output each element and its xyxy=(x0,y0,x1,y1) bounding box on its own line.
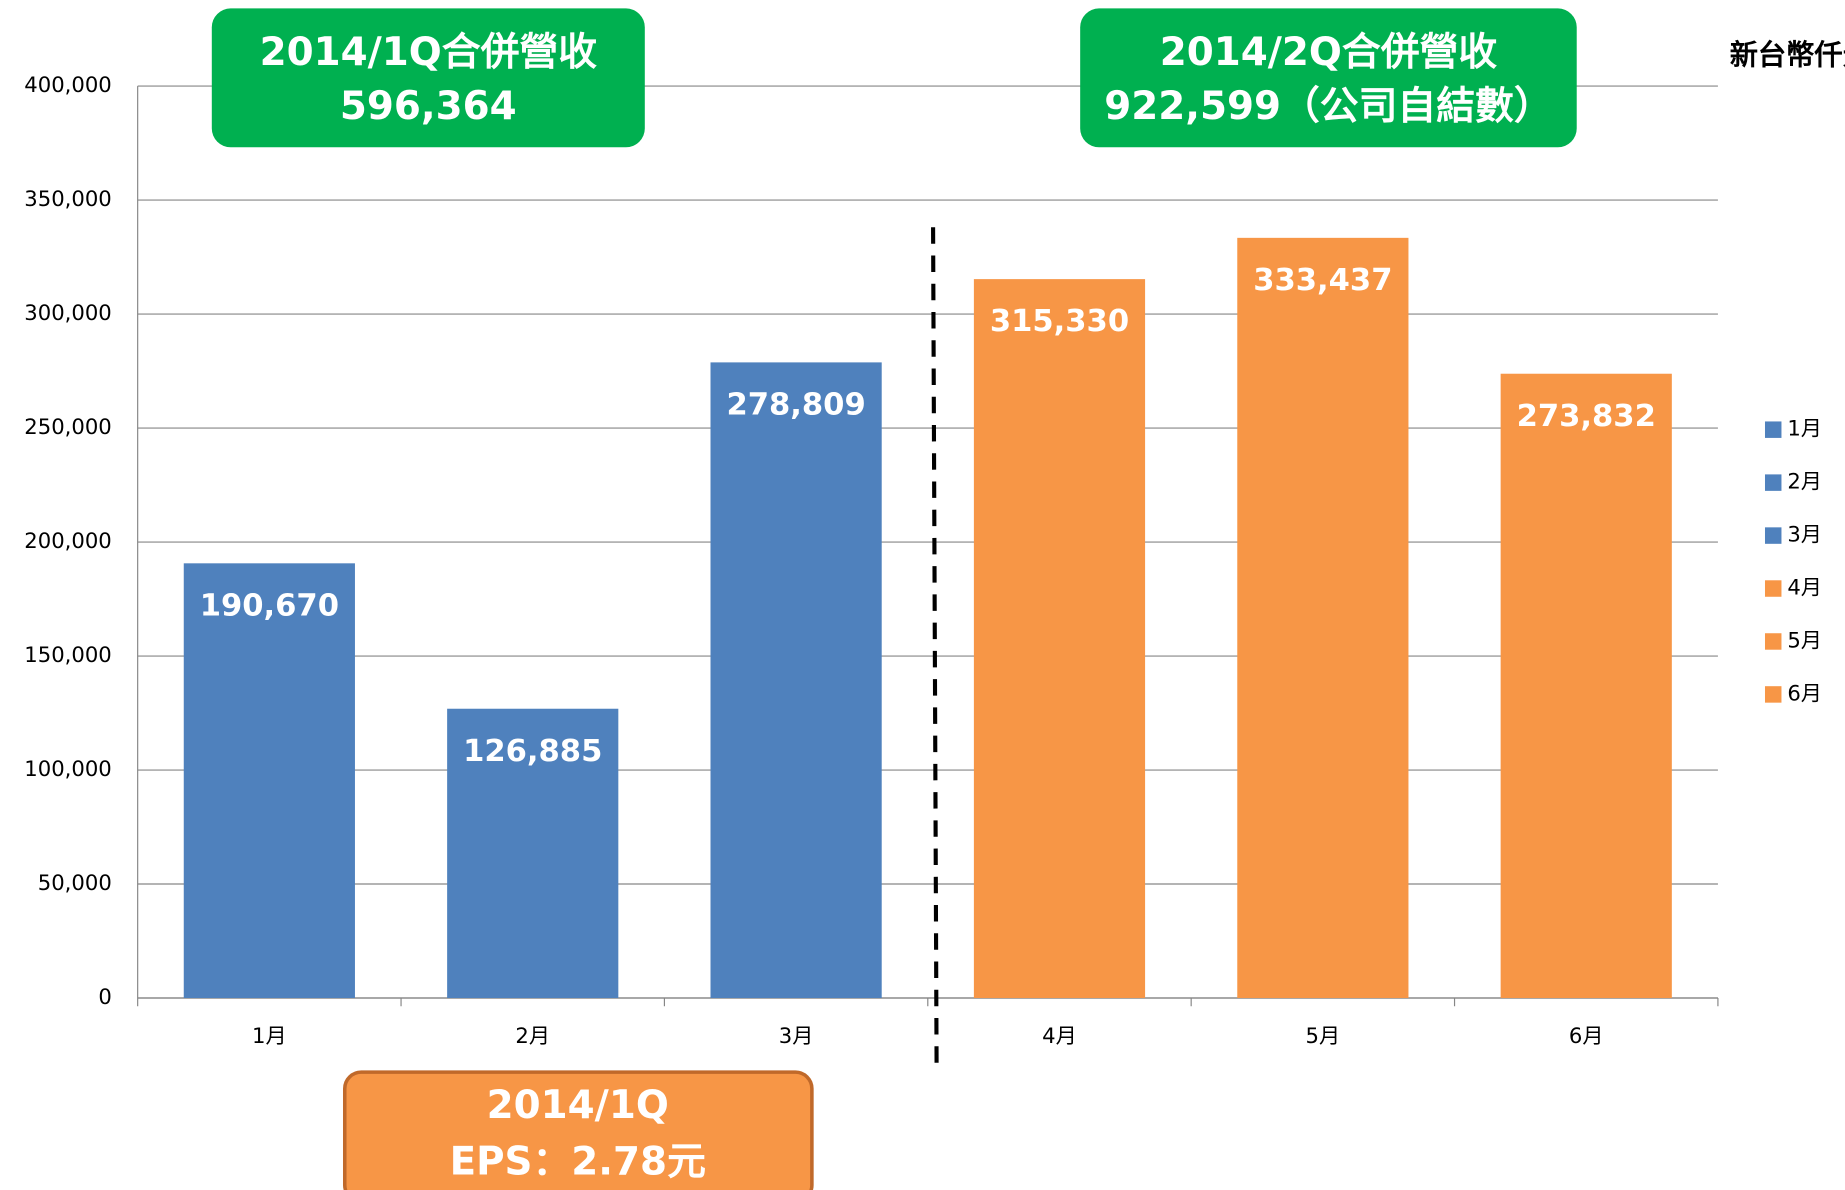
x-tick-label: 3月 xyxy=(779,1023,814,1048)
legend-label: 2月 xyxy=(1787,469,1822,494)
bar xyxy=(183,563,355,999)
legend-swatch xyxy=(1764,686,1782,703)
q2-box xyxy=(1080,8,1577,148)
legend-swatch xyxy=(1764,421,1782,438)
divider xyxy=(931,227,939,1074)
y-tick-label: 0 xyxy=(98,984,111,1009)
y-tick-label: 50,000 xyxy=(38,870,112,895)
bar xyxy=(973,279,1146,999)
legend-swatch xyxy=(1764,580,1782,597)
bar xyxy=(710,362,882,999)
y-tick-label: 350,000 xyxy=(24,186,112,211)
bar xyxy=(1500,373,1672,999)
x-tick-label: 4月 xyxy=(1042,1023,1077,1048)
legend-label: 4月 xyxy=(1787,575,1822,600)
legend-swatch xyxy=(1764,633,1782,650)
value-label: 126,885 xyxy=(463,734,602,769)
unit-label: 新台幣仟元 xyxy=(1730,39,1845,72)
value-label: 315,330 xyxy=(990,304,1129,339)
x-tick-label: 2月 xyxy=(515,1023,550,1048)
bar xyxy=(1237,237,1409,999)
legend-swatch xyxy=(1764,527,1782,544)
q2-title: 2014/2Q合併營收 xyxy=(1160,30,1498,75)
value-label: 333,437 xyxy=(1253,263,1392,298)
eps-value: EPS：2.78元 xyxy=(450,1139,706,1184)
y-tick-label: 100,000 xyxy=(24,756,112,781)
q1-revenue: 596,364 xyxy=(340,84,517,129)
y-tick-label: 150,000 xyxy=(24,642,112,667)
legend-label: 3月 xyxy=(1787,522,1822,547)
y-tick-label: 400,000 xyxy=(24,72,112,97)
legend-label: 6月 xyxy=(1787,680,1822,705)
q2-revenue: 922,599（公司自結數） xyxy=(1104,84,1552,129)
x-tick-label: 1月 xyxy=(252,1023,287,1048)
value-label: 278,809 xyxy=(726,387,865,422)
legend-label: 1月 xyxy=(1787,416,1822,441)
y-tick-label: 250,000 xyxy=(24,414,112,439)
y-tick-label: 300,000 xyxy=(24,300,112,325)
value-label: 273,832 xyxy=(1517,399,1656,434)
legend-label: 5月 xyxy=(1787,627,1822,652)
legend-swatch xyxy=(1764,474,1782,491)
bar xyxy=(447,708,619,999)
q1-title: 2014/1Q合併營收 xyxy=(260,30,598,75)
eps-period: 2014/1Q xyxy=(487,1083,669,1128)
eps-box xyxy=(343,1070,814,1190)
x-tick-label: 5月 xyxy=(1306,1023,1341,1048)
x-tick-label: 6月 xyxy=(1569,1023,1604,1048)
value-label: 190,670 xyxy=(200,588,339,623)
q1-box xyxy=(211,8,645,148)
y-tick-label: 200,000 xyxy=(24,528,112,553)
